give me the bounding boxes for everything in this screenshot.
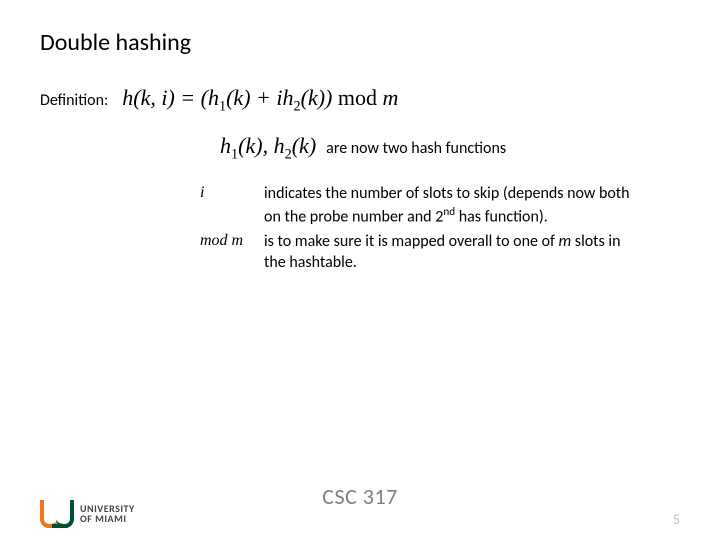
definition-formula: h(k, i) = (h1(k) + ih2(k)) mod m (122, 85, 398, 115)
hash-functions-formula: h1(k), h2(k) (220, 133, 316, 163)
slide: Double hashing Definition: h(k, i) = (h1… (0, 0, 720, 540)
um-logo-text: UNIVERSITY OF MIAMI (80, 504, 135, 524)
hash-functions-text: are now two hash functions (326, 139, 506, 158)
hash-functions-row: h1(k), h2(k) are now two hash functions (220, 133, 680, 163)
table-row: i indicates the number of slots to skip … (200, 184, 640, 228)
definition-label: Definition: (40, 91, 108, 110)
definition-row: Definition: h(k, i) = (h1(k) + ih2(k)) m… (40, 85, 680, 115)
logo-line2: OF MIAMI (80, 514, 135, 524)
um-logo: UNIVERSITY OF MIAMI (40, 500, 135, 528)
desc-mod-m: is to make sure it is mapped overall to … (264, 232, 640, 274)
footer: UNIVERSITY OF MIAMI CSC 317 5 (0, 500, 720, 528)
symbol-mod-m: mod m (200, 232, 264, 250)
explanation-table: i indicates the number of slots to skip … (200, 184, 640, 274)
table-row: mod m is to make sure it is mapped overa… (200, 232, 640, 274)
symbol-i: i (200, 184, 264, 202)
page-number: 5 (673, 511, 680, 528)
desc-i: indicates the number of slots to skip (d… (264, 184, 640, 228)
um-u-icon (40, 500, 74, 528)
course-code: CSC 317 (322, 483, 398, 510)
page-title: Double hashing (40, 28, 680, 57)
